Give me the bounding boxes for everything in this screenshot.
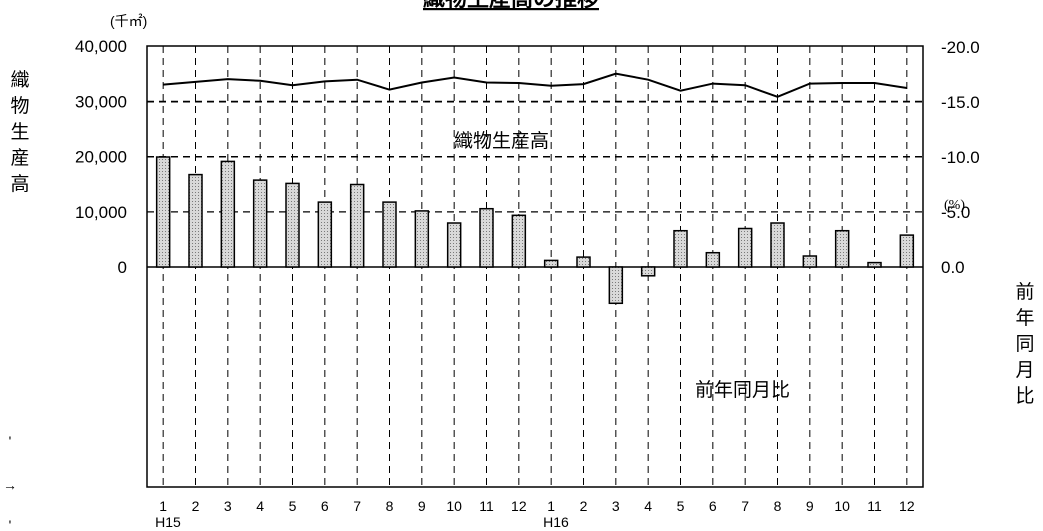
axis-title-char: 月 xyxy=(1015,360,1034,381)
bar xyxy=(446,222,462,268)
axis-title-char: 高 xyxy=(10,173,29,195)
axis-title-char: 比 xyxy=(1015,385,1034,407)
right-tick-label: -10.0 xyxy=(941,148,980,167)
bar xyxy=(705,251,721,268)
x-tick-label: 7 xyxy=(353,498,361,514)
bar xyxy=(802,255,818,268)
margin-mark: ' xyxy=(9,517,12,531)
bar xyxy=(576,256,591,268)
bar xyxy=(382,201,397,268)
bar xyxy=(543,259,559,268)
x-tick-label: 11 xyxy=(867,498,882,514)
margin-mark: ' xyxy=(9,433,12,449)
bar xyxy=(188,173,203,268)
right-tick-label: -15.0 xyxy=(941,93,980,112)
bar xyxy=(673,229,688,268)
bar xyxy=(640,266,656,277)
bar xyxy=(899,234,915,268)
bar-series xyxy=(155,156,915,305)
bar xyxy=(414,210,430,268)
x-tick-label: 4 xyxy=(256,498,264,514)
x-tick-label: 10 xyxy=(834,498,850,514)
x-tick-label: 2 xyxy=(192,498,200,514)
axis-title-char: 物 xyxy=(10,95,29,117)
chart-title: 織物生産高の推移 xyxy=(423,0,599,11)
year-label: H16 xyxy=(543,514,569,530)
x-tick-label: 12 xyxy=(899,498,915,514)
bar xyxy=(285,182,300,268)
bar xyxy=(834,229,850,268)
x-tick-label: 1 xyxy=(547,498,555,514)
left-tick-label: 0 xyxy=(118,258,127,277)
x-tick-label: 5 xyxy=(289,498,297,514)
x-tick-label: 11 xyxy=(479,498,494,514)
x-tick-label: 2 xyxy=(580,498,588,514)
left-unit-label: (千㎡) xyxy=(110,13,147,29)
bar xyxy=(220,160,236,268)
x-tick-label: 4 xyxy=(644,498,652,514)
x-tick-label: 12 xyxy=(511,498,527,514)
right-tick-label: -5.0 xyxy=(941,203,970,222)
right-unit-label: (%) xyxy=(944,198,965,213)
x-tick-label: 5 xyxy=(677,498,685,514)
right-tick-labels: 0.0 -5.0 -10.0 -15.0 -20.0 xyxy=(941,38,980,277)
left-tick-label: 30,000 xyxy=(75,92,127,111)
bar-series-label: 前年同月比 xyxy=(695,379,790,401)
x-tick-label: 7 xyxy=(741,498,749,514)
axis-title-char: 織 xyxy=(10,69,29,91)
left-axis-title: 織物生産高 xyxy=(10,69,29,195)
axis-title-char: 生 xyxy=(10,121,29,143)
right-tick-label: 0.0 xyxy=(941,258,965,277)
x-tick-label: 1 xyxy=(159,498,167,514)
production-line xyxy=(163,72,907,98)
x-tick-label: 8 xyxy=(386,498,394,514)
bar xyxy=(349,183,365,268)
left-tick-labels: 40,000 30,000 20,000 10,000 0 xyxy=(75,37,127,277)
x-tick-label: 3 xyxy=(612,498,620,514)
bar xyxy=(608,266,624,305)
axis-title-char: 産 xyxy=(10,147,29,169)
right-tick-label: -20.0 xyxy=(941,38,980,57)
bar xyxy=(737,227,753,268)
x-tick-label: 3 xyxy=(224,498,232,514)
year-label: H15 xyxy=(155,514,181,530)
left-tick-label: 40,000 xyxy=(75,37,127,56)
bar xyxy=(867,261,882,268)
bar xyxy=(479,207,494,268)
x-tick-label: 9 xyxy=(418,498,426,514)
line-series xyxy=(163,72,907,98)
x-tick-label: 9 xyxy=(806,498,814,514)
line-series-label: 織物生産高 xyxy=(454,130,549,152)
bar xyxy=(155,156,171,268)
axis-title-char: 前 xyxy=(1015,281,1034,303)
right-axis-title: 前年同月比 xyxy=(1015,281,1034,407)
axis-title-char: 年 xyxy=(1015,307,1034,329)
x-tick-label: 10 xyxy=(446,498,462,514)
margin-mark: → xyxy=(3,477,17,493)
bar xyxy=(252,179,268,268)
x-tick-label: 8 xyxy=(774,498,782,514)
left-tick-label: 20,000 xyxy=(75,148,127,167)
bar xyxy=(317,201,333,268)
x-tick-label: 6 xyxy=(709,498,717,514)
x-tick-label: 6 xyxy=(321,498,329,514)
bar xyxy=(511,214,527,268)
bar xyxy=(770,222,785,268)
margin-marks: ' → ' xyxy=(3,433,17,531)
axis-title-char: 同 xyxy=(1015,334,1034,355)
left-tick-label: 10,000 xyxy=(75,203,127,222)
